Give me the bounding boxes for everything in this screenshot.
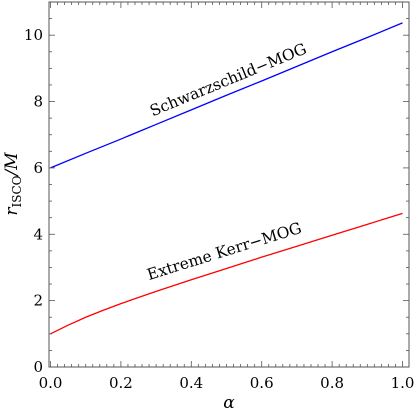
y-tick-label: 6 [33, 159, 43, 177]
y-tick-label: 10 [24, 26, 43, 44]
x-axis-label: α [223, 393, 235, 413]
series-line-schwarzschild-mog [50, 22, 403, 169]
y-tick-label: 4 [33, 225, 43, 243]
annotation-schwarzschild-mog: Schwarzschild−MOG [147, 40, 309, 121]
y-tick-label: 2 [33, 292, 43, 310]
x-tick-label: 0.4 [179, 374, 203, 392]
x-tick-label: 1.0 [391, 374, 415, 392]
y-tick-label: 8 [33, 93, 43, 111]
x-tick-label: 0.8 [320, 374, 344, 392]
x-tick-label: 0.6 [250, 374, 274, 392]
plot-frame [48, 1, 410, 368]
x-tick-label: 0.2 [109, 374, 133, 392]
x-tick-label: 0.0 [39, 374, 63, 392]
y-axis-label: rISCO/M [2, 152, 24, 216]
y-tick-label: 0 [33, 358, 43, 376]
series-line-extreme-kerr-mog [50, 212, 403, 335]
